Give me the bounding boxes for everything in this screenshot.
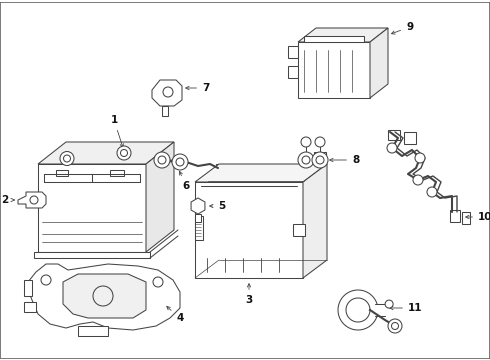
Polygon shape	[288, 66, 298, 78]
Circle shape	[315, 137, 325, 147]
Circle shape	[163, 87, 173, 97]
Circle shape	[172, 154, 188, 170]
Text: 11: 11	[390, 303, 422, 313]
Polygon shape	[191, 198, 205, 214]
Circle shape	[298, 152, 314, 168]
Polygon shape	[195, 182, 303, 278]
Polygon shape	[388, 130, 400, 140]
Text: 8: 8	[330, 155, 359, 165]
Polygon shape	[146, 142, 174, 252]
Circle shape	[117, 146, 131, 160]
Polygon shape	[24, 280, 32, 296]
Circle shape	[392, 323, 398, 329]
Polygon shape	[110, 170, 124, 176]
Circle shape	[64, 155, 71, 162]
Polygon shape	[195, 214, 201, 222]
Polygon shape	[293, 224, 305, 236]
Polygon shape	[34, 252, 150, 258]
Circle shape	[60, 152, 74, 166]
Circle shape	[388, 319, 402, 333]
Text: 6: 6	[179, 171, 190, 191]
Circle shape	[385, 300, 393, 308]
Circle shape	[30, 196, 38, 204]
Polygon shape	[162, 106, 168, 116]
Polygon shape	[303, 164, 327, 278]
Circle shape	[316, 156, 324, 164]
Polygon shape	[314, 152, 326, 168]
Polygon shape	[195, 164, 327, 182]
Circle shape	[158, 156, 166, 164]
Text: 5: 5	[210, 201, 225, 211]
Polygon shape	[28, 264, 180, 330]
Polygon shape	[38, 164, 146, 252]
Polygon shape	[195, 216, 203, 240]
Text: 2: 2	[1, 195, 14, 205]
Text: 3: 3	[245, 284, 253, 305]
Circle shape	[312, 152, 328, 168]
Polygon shape	[450, 210, 460, 222]
Circle shape	[176, 158, 184, 166]
Polygon shape	[304, 36, 364, 42]
Polygon shape	[404, 132, 416, 144]
Polygon shape	[298, 28, 388, 42]
Polygon shape	[298, 42, 370, 98]
Polygon shape	[63, 274, 146, 318]
Polygon shape	[216, 164, 224, 172]
Circle shape	[154, 152, 170, 168]
Polygon shape	[288, 46, 298, 58]
Polygon shape	[24, 302, 36, 312]
Text: 9: 9	[392, 22, 413, 34]
Circle shape	[301, 137, 311, 147]
Circle shape	[302, 156, 310, 164]
Text: 1: 1	[110, 115, 123, 147]
Circle shape	[413, 175, 423, 185]
Polygon shape	[56, 170, 68, 176]
Circle shape	[427, 187, 437, 197]
Polygon shape	[370, 28, 388, 98]
Circle shape	[121, 149, 127, 157]
Text: 4: 4	[167, 306, 183, 323]
Polygon shape	[18, 192, 46, 208]
Polygon shape	[152, 80, 182, 106]
Text: 10: 10	[466, 212, 490, 222]
Text: 7: 7	[186, 83, 209, 93]
Circle shape	[93, 286, 113, 306]
Circle shape	[415, 153, 425, 163]
Circle shape	[41, 275, 51, 285]
Polygon shape	[462, 212, 470, 224]
Circle shape	[387, 143, 397, 153]
Polygon shape	[78, 326, 108, 336]
Polygon shape	[38, 142, 174, 164]
Circle shape	[153, 277, 163, 287]
